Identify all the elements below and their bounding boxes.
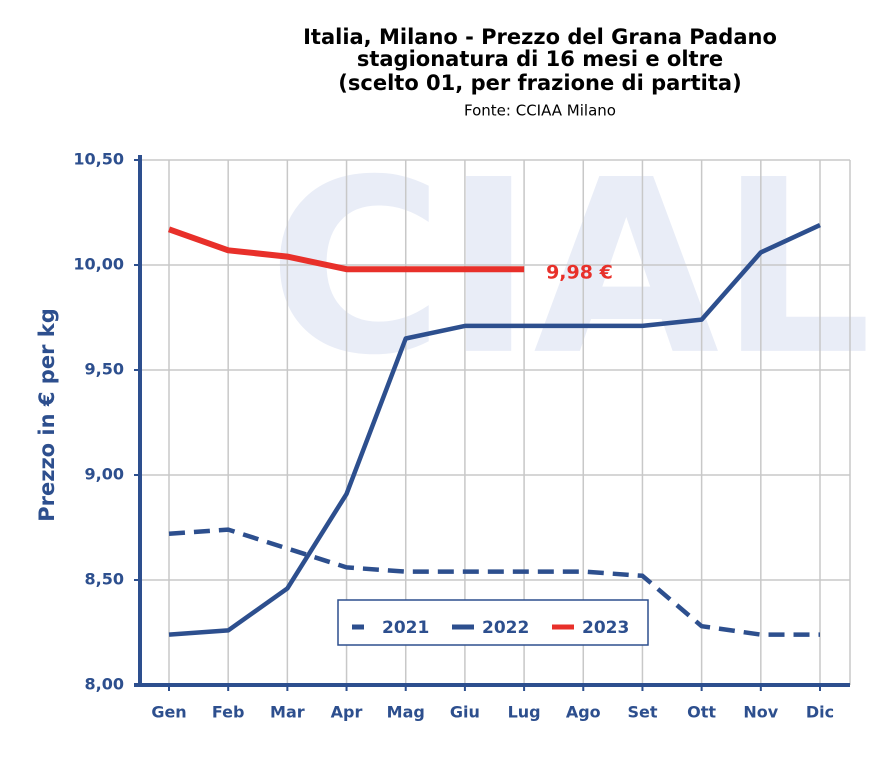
x-tick-label: Mag (387, 703, 425, 722)
legend-label: 2021 (382, 618, 429, 638)
line-series (167, 226, 525, 273)
chart-title: Italia, Milano - Prezzo del Grana Padano (303, 25, 777, 49)
chart-title: (scelto 01, per frazione di partita) (338, 71, 741, 95)
y-tick-label: 9,50 (85, 360, 124, 379)
legend-box (337, 599, 649, 646)
x-tick-label: Set (627, 703, 657, 722)
x-tick-label: Mar (270, 703, 305, 722)
y-axis-label: Prezzo in € per kg (35, 308, 59, 522)
x-tick-label: Ott (687, 703, 716, 722)
x-tick-label: Dic (806, 703, 834, 722)
line-series (168, 223, 821, 637)
y-tick-label: 9,00 (85, 465, 124, 484)
annotation: 9,98 € (546, 262, 613, 284)
x-tick-label: Apr (331, 703, 363, 722)
x-tick-label: Nov (743, 703, 778, 722)
legend-label: 2023 (582, 618, 629, 638)
x-tick-label: Ago (566, 703, 601, 722)
x-tick-label: Feb (212, 703, 245, 722)
legend-label: 2022 (482, 618, 529, 638)
x-tick-label: Giu (450, 703, 480, 722)
x-tick-label: Gen (151, 703, 186, 722)
y-tick-label: 10,00 (73, 255, 124, 274)
y-tick-label: 8,00 (85, 675, 124, 694)
y-tick-label: 8,50 (85, 570, 124, 589)
x-tick-label: Lug (508, 703, 541, 722)
chart-title: stagionatura di 16 mesi e oltre (357, 47, 723, 71)
line-series (168, 527, 820, 637)
chart-subtitle: Fonte: CCIAA Milano (464, 102, 616, 120)
y-tick-label: 10,50 (73, 150, 124, 169)
